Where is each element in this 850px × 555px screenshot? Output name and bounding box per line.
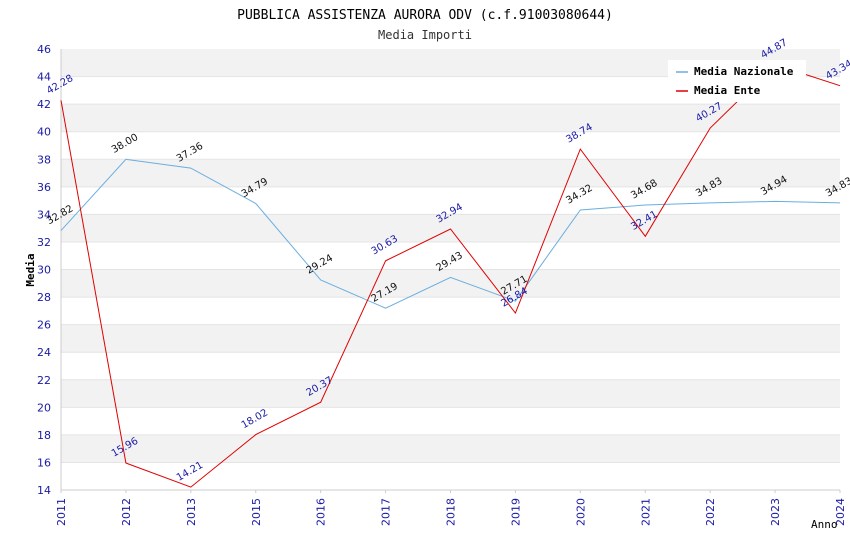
x-tick-label: 2017 xyxy=(380,498,393,526)
y-tick-label: 32 xyxy=(37,236,51,249)
grid-band xyxy=(61,241,840,270)
grid-band xyxy=(61,104,840,132)
y-tick-label: 22 xyxy=(37,374,51,387)
y-tick-label: 18 xyxy=(37,429,51,442)
y-tick-label: 26 xyxy=(37,319,51,332)
x-tick-label: 2012 xyxy=(120,498,133,526)
legend-label-ente: Media Ente xyxy=(694,84,761,97)
y-tick-label: 42 xyxy=(37,98,51,111)
grid-band xyxy=(61,324,840,353)
grid-band xyxy=(61,434,840,463)
chart-subtitle: Media Importi xyxy=(378,28,472,42)
grid-band xyxy=(61,131,840,160)
grid-bands xyxy=(61,49,840,491)
x-tick-label: 2015 xyxy=(250,498,263,526)
x-tick-label: 2019 xyxy=(509,498,522,526)
legend-label-nazionale: Media Nazionale xyxy=(694,65,794,78)
grid-band xyxy=(61,462,840,490)
series-lines xyxy=(60,64,841,488)
y-tick-label: 44 xyxy=(37,71,51,84)
y-tick-labels: 14 16 18 20 22 24 26 28 30 32 34 36 38 40 42 44 46 xyxy=(37,43,51,497)
grid-band xyxy=(61,297,840,325)
grid-band xyxy=(61,159,840,187)
grid-band xyxy=(61,214,840,242)
x-tick-label: 2018 xyxy=(445,498,458,526)
y-tick-label: 16 xyxy=(37,456,51,469)
y-tick-label: 36 xyxy=(37,181,51,194)
y-tick-label: 30 xyxy=(37,264,51,277)
legend-box xyxy=(668,60,806,102)
grid-band xyxy=(61,379,840,408)
x-tick-label: 2020 xyxy=(574,498,587,526)
grid-band xyxy=(61,186,840,215)
x-tick-label: 2011 xyxy=(55,498,68,526)
y-tick-label: 20 xyxy=(37,401,51,414)
chart-title: PUBBLICA ASSISTENZA AURORA ODV (c.f.9100… xyxy=(237,8,613,23)
y-tick-label: 38 xyxy=(37,153,51,166)
x-tick-label: 2023 xyxy=(769,498,782,526)
grid-band xyxy=(61,352,840,380)
series-line-media-ente xyxy=(60,64,841,488)
y-tick-label: 24 xyxy=(37,346,51,359)
grid-band xyxy=(61,269,840,298)
x-tick-label: 2013 xyxy=(185,498,198,526)
y-tick-label: 14 xyxy=(37,484,51,497)
series-line-media-nazionale xyxy=(60,158,841,309)
x-tick-label: 2021 xyxy=(639,498,652,526)
x-tick-label: 2024 xyxy=(834,498,847,526)
x-tick-label: 2016 xyxy=(315,498,328,526)
legend: Media Nazionale Media Ente xyxy=(668,60,806,102)
y-tick-label: 34 xyxy=(37,208,51,221)
y-axis-label: Media xyxy=(24,253,37,286)
y-tick-label: 28 xyxy=(37,291,51,304)
y-tick-label: 40 xyxy=(37,126,51,139)
x-tick-labels: 2011 2012 2013 2015 2016 2017 2018 2019 2020 2021… xyxy=(55,490,847,526)
y-tick-label: 46 xyxy=(37,43,51,56)
x-tick-label: 2022 xyxy=(704,498,717,526)
grid-band xyxy=(61,407,840,435)
x-axis-label: Anno xyxy=(811,518,838,531)
